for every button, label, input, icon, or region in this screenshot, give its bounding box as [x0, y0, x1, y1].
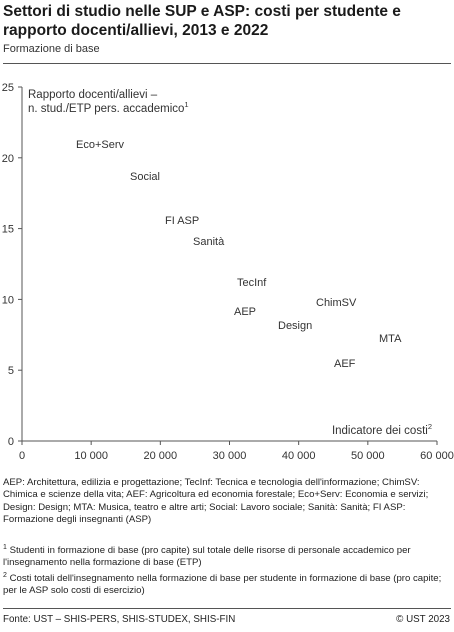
copyright-text: © UST 2023 [396, 614, 450, 625]
label-tecinf: TecInf [237, 277, 267, 289]
y-tick-label: 5 [8, 365, 14, 377]
y-tick-label: 15 [2, 224, 14, 236]
top-divider [3, 63, 451, 64]
label-mta: MTA [379, 333, 402, 345]
x-tick-label: 0 [19, 450, 25, 462]
x-ticks: 0 10 000 20 000 30 000 40 000 50 000 60 000 [19, 441, 454, 462]
x-tick-label: 20 000 [144, 450, 178, 462]
abbreviations-note: AEP: Architettura, edilizia e progettazi… [3, 477, 429, 526]
chart-title: Settori di studio nelle SUP e ASP: costi… [3, 3, 401, 39]
label-social: Social [130, 171, 160, 183]
x-tick-label: 40 000 [282, 450, 316, 462]
source-text: Fonte: UST – SHIS-PERS, SHIS-STUDEX, SHI… [3, 614, 236, 625]
y-tick-label: 20 [2, 153, 14, 165]
x-axis-label: Indicatore dei costi2 [332, 422, 432, 437]
label-eco-serv: Eco+Serv [76, 139, 124, 151]
footnote-1: 1 Studenti in formazione di base (pro ca… [3, 544, 411, 569]
label-aef: AEF [334, 358, 356, 370]
x-tick-label: 30 000 [213, 450, 247, 462]
x-tick-label: 10 000 [74, 450, 108, 462]
label-design: Design [278, 320, 312, 332]
y-tick-label: 25 [2, 82, 14, 94]
x-tick-label: 50 000 [351, 450, 385, 462]
scatter-chart: 0 10 000 20 000 30 000 40 000 50 000 60 000 0 5… [2, 82, 454, 462]
label-chimsv: ChimSV [316, 297, 357, 309]
footnote-2: 2 Costi totali dell'insegnamento nella f… [3, 572, 442, 597]
x-tick-label: 60 000 [420, 450, 454, 462]
y-tick-label: 0 [8, 436, 14, 448]
y-ticks: 0 5 10 15 20 25 [2, 82, 22, 448]
chart-subtitle: Formazione di base [3, 43, 100, 55]
label-fi-asp: FI ASP [165, 215, 199, 227]
y-tick-label: 10 [2, 294, 14, 306]
y-axis-label-line1: Rapporto docenti/allievi – [28, 89, 158, 101]
label-aep: AEP [234, 306, 256, 318]
label-sanita: Sanità [193, 236, 225, 248]
y-axis-label-line2: n. stud./ETP pers. accademico1 [28, 100, 189, 115]
bottom-divider [3, 608, 451, 609]
